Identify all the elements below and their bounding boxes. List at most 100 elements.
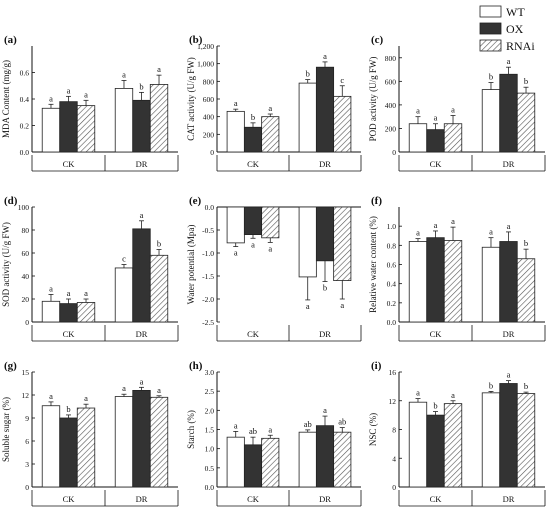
significance-letter: a xyxy=(323,51,327,61)
y-tick-label: 0.4 xyxy=(387,280,397,289)
legend-swatch-0 xyxy=(479,5,502,18)
category-label-dr: DR xyxy=(503,494,515,504)
significance-letter: a xyxy=(122,383,126,393)
y-axis-label: Starch (%) xyxy=(186,410,196,449)
significance-letter: a xyxy=(451,104,455,114)
significance-letter: ab xyxy=(304,419,312,429)
y-tick-label: 200 xyxy=(385,124,397,133)
bar-wt-dr xyxy=(481,246,501,323)
y-tick-label: 0.5 xyxy=(205,464,215,473)
significance-letter: a xyxy=(416,228,420,238)
significance-letter: a xyxy=(306,301,310,311)
y-tick-label: 3.0 xyxy=(205,368,215,377)
y-tick-label: -2.0 xyxy=(202,295,214,304)
significance-letter: a xyxy=(84,288,88,298)
significance-letter: a xyxy=(416,106,420,116)
y-tick-label: 60 xyxy=(22,249,30,258)
y-tick-label: 0 xyxy=(210,148,214,157)
bar-ox-ck xyxy=(59,101,78,153)
panel-label: (f) xyxy=(371,195,382,207)
bar-wt-ck xyxy=(408,123,428,153)
panel-b: 0 200 400 600 800 1,000 1,200(b) CAT activity (… xyxy=(186,34,362,172)
bar-rnai-ck xyxy=(76,407,96,488)
significance-letter: a xyxy=(140,210,144,220)
y-tick-label: 1.0 xyxy=(387,222,397,231)
significance-letter: a xyxy=(49,283,53,293)
y-tick-label: 0.4 xyxy=(20,95,30,104)
y-tick-label: 0.2 xyxy=(20,122,30,131)
y-axis-label: Water potential (Mpa) xyxy=(186,225,196,305)
significance-letter: a xyxy=(507,221,511,231)
panel-label: (h) xyxy=(189,360,203,372)
y-axis-label: MDA Content (mg/g) xyxy=(1,60,11,138)
category-label-dr: DR xyxy=(319,494,331,504)
significance-letter: b xyxy=(139,81,143,91)
significance-letter: ab xyxy=(249,426,257,436)
category-label-ck: CK xyxy=(63,494,76,504)
legend-swatch-1 xyxy=(479,22,502,35)
y-tick-label: 0.0 xyxy=(205,203,215,212)
y-tick-label: 800 xyxy=(203,77,215,86)
bar-rnai-dr xyxy=(149,254,169,323)
y-tick-label: 80 xyxy=(22,226,30,235)
bar-wt-dr xyxy=(114,396,134,488)
y-tick-label: 16 xyxy=(389,368,397,377)
significance-letter: a xyxy=(434,220,438,230)
bar-ox-dr xyxy=(315,425,335,488)
y-tick-label: 3 xyxy=(25,460,29,469)
bar-ox-ck xyxy=(426,414,445,488)
y-axis-label: POD activity (U/g FW) xyxy=(368,57,378,142)
bar-ox-ck xyxy=(426,237,445,323)
significance-letter: a xyxy=(234,420,238,430)
legend-swatch-2 xyxy=(479,39,502,52)
y-axis-label: Soluble sugar (%) xyxy=(1,397,11,462)
bar-wt-ck xyxy=(226,206,245,244)
bar-rnai-dr xyxy=(149,84,169,153)
significance-letter: a xyxy=(251,239,255,249)
significance-letter: a xyxy=(340,300,344,310)
bar-wt-dr xyxy=(298,431,317,488)
panel-a: 0.0 0.2 0.4 0.6 (a) MDA Content (mg/g) CK a a a DR… xyxy=(1,34,179,172)
bar-rnai-dr xyxy=(149,396,169,488)
significance-letter: a xyxy=(84,393,88,403)
y-tick-label: 8 xyxy=(392,426,396,435)
bar-ox-ck xyxy=(243,206,263,236)
significance-letter: a xyxy=(416,388,420,398)
bar-wt-ck xyxy=(226,436,245,488)
significance-letter: a xyxy=(157,385,161,395)
panel-label: (b) xyxy=(189,34,203,46)
y-tick-label: -1.0 xyxy=(202,249,214,258)
significance-letter: a xyxy=(489,227,493,237)
category-label-dr: DR xyxy=(503,159,515,169)
significance-letter: a xyxy=(451,216,455,226)
y-tick-label: 100 xyxy=(18,203,30,212)
significance-letter: b xyxy=(524,238,528,248)
bar-wt-ck xyxy=(408,401,428,488)
y-tick-label: -1.5 xyxy=(202,272,214,281)
bar-wt-ck xyxy=(41,300,61,323)
panel-e: 0.0 -0.5 -1.0 -1.5 -2.0 -2.5 (e) Water potentia… xyxy=(186,195,362,342)
y-tick-label: 0 xyxy=(25,318,29,327)
y-tick-label: 0.0 xyxy=(205,483,215,492)
bar-ox-dr xyxy=(132,389,151,488)
bar-wt-dr xyxy=(114,88,134,153)
y-tick-label: 1.5 xyxy=(205,426,215,435)
significance-letter: a xyxy=(67,288,71,298)
bar-rnai-ck xyxy=(76,105,96,153)
bar-rnai-dr xyxy=(333,206,352,281)
panel-label: (i) xyxy=(371,360,382,372)
bar-rnai-dr xyxy=(333,431,352,488)
category-label-ck: CK xyxy=(247,329,260,339)
y-tick-label: 200 xyxy=(203,130,215,139)
legend-label-0: WT xyxy=(506,5,525,19)
y-tick-label: 12 xyxy=(389,397,397,406)
category-label-dr: DR xyxy=(319,159,331,169)
y-tick-label: 1,200 xyxy=(197,42,214,51)
significance-letter: a xyxy=(268,424,272,434)
y-tick-label: 0.0 xyxy=(387,318,397,327)
y-tick-label: 20 xyxy=(22,295,30,304)
significance-letter: b xyxy=(66,404,70,414)
bar-ox-ck xyxy=(59,303,78,323)
y-tick-label: 12 xyxy=(22,391,30,400)
significance-letter: a xyxy=(434,113,438,123)
